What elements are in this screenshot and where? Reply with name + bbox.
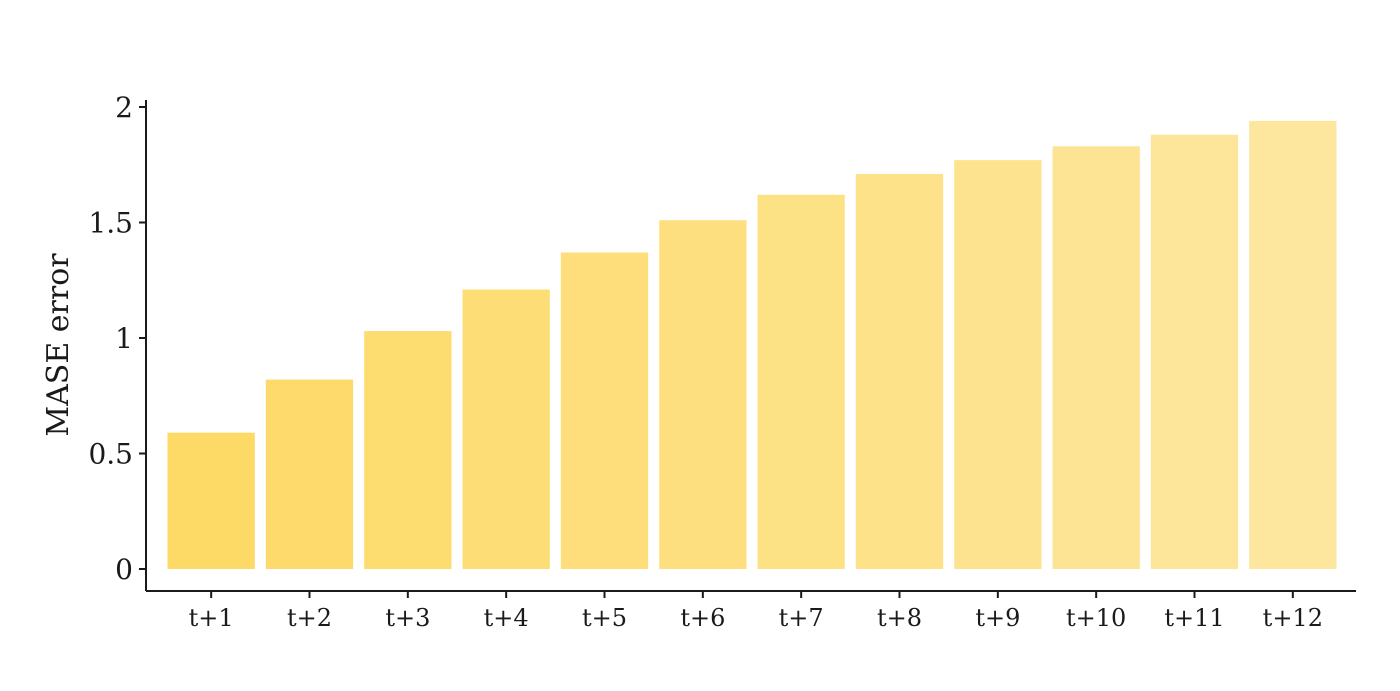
bar-t+10 [1052,146,1140,569]
bar-t+12 [1249,120,1337,570]
axes-group [145,100,1356,592]
y-ticks-group: 0 0.5 1 1.5 2 [88,91,146,586]
x-tick-label: t+6 [680,604,725,632]
bar-t+11 [1150,134,1239,569]
y-axis-title: MASE error [41,253,76,437]
y-tick-label: 2 [115,91,133,124]
x-tick-label: t+8 [877,604,922,632]
bar-t+7 [757,194,845,569]
bar-t+3 [364,331,452,569]
x-tick-label: t+3 [385,604,430,632]
x-tick-label: t+9 [975,604,1020,632]
bars-group [167,120,1337,570]
x-tick-label: t+1 [189,604,234,632]
x-tick-label: t+2 [287,604,332,632]
bar-t+5 [560,252,649,569]
y-tick-label: 0.5 [88,438,133,471]
x-tick-label: t+4 [484,604,529,632]
x-tick-label: t+12 [1263,604,1323,632]
y-tick-label: 1.5 [88,207,133,240]
bar-t+6 [659,220,747,569]
bar-t+4 [462,289,550,569]
y-tick-label: 1 [115,322,133,355]
x-ticks-group: t+1 t+2 t+3 t+4 t+5 t+6 t+7 t+8 t+9 t+10 t+11 t+12 [189,591,1323,632]
x-tick-label: t+10 [1066,604,1126,632]
x-tick-label: t+7 [779,604,824,632]
y-tick-label: 0 [115,553,133,586]
x-tick-label: t+5 [582,604,627,632]
bar-t+8 [855,173,944,570]
bar-t+9 [954,160,1042,569]
bar-t+1 [167,432,255,569]
x-tick-label: t+11 [1164,604,1224,632]
bar-t+2 [265,379,354,569]
